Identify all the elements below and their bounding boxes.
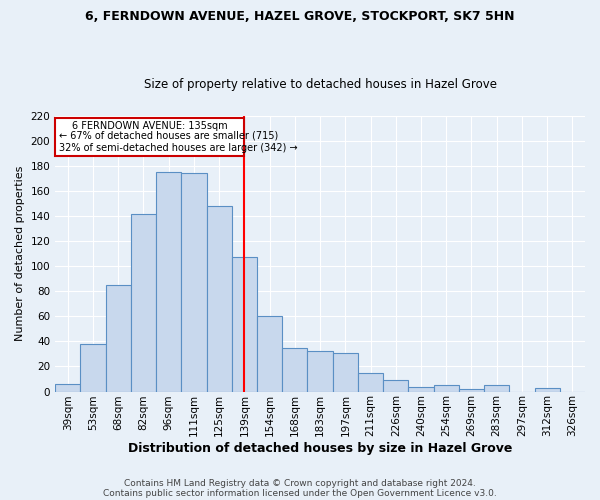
Bar — [55, 118, 244, 156]
Bar — [106, 285, 131, 392]
Bar — [80, 344, 106, 392]
Bar — [307, 352, 332, 392]
Bar — [459, 389, 484, 392]
Text: 6 FERNDOWN AVENUE: 135sqm: 6 FERNDOWN AVENUE: 135sqm — [72, 121, 227, 131]
Text: Contains HM Land Registry data © Crown copyright and database right 2024.: Contains HM Land Registry data © Crown c… — [124, 478, 476, 488]
Text: 32% of semi-detached houses are larger (342) →: 32% of semi-detached houses are larger (… — [59, 144, 298, 154]
Title: Size of property relative to detached houses in Hazel Grove: Size of property relative to detached ho… — [143, 78, 497, 91]
Text: Contains public sector information licensed under the Open Government Licence v3: Contains public sector information licen… — [103, 488, 497, 498]
Y-axis label: Number of detached properties: Number of detached properties — [15, 166, 25, 342]
Bar — [257, 316, 282, 392]
Bar — [232, 258, 257, 392]
X-axis label: Distribution of detached houses by size in Hazel Grove: Distribution of detached houses by size … — [128, 442, 512, 455]
Bar — [206, 206, 232, 392]
Bar — [332, 352, 358, 392]
Text: ← 67% of detached houses are smaller (715): ← 67% of detached houses are smaller (71… — [59, 130, 278, 140]
Bar — [55, 384, 80, 392]
Bar — [535, 388, 560, 392]
Bar — [434, 386, 459, 392]
Text: 6, FERNDOWN AVENUE, HAZEL GROVE, STOCKPORT, SK7 5HN: 6, FERNDOWN AVENUE, HAZEL GROVE, STOCKPO… — [85, 10, 515, 23]
Bar — [131, 214, 156, 392]
Bar — [156, 172, 181, 392]
Bar — [358, 372, 383, 392]
Bar — [282, 348, 307, 392]
Bar — [409, 386, 434, 392]
Bar — [484, 386, 509, 392]
Bar — [181, 174, 206, 392]
Bar — [383, 380, 409, 392]
